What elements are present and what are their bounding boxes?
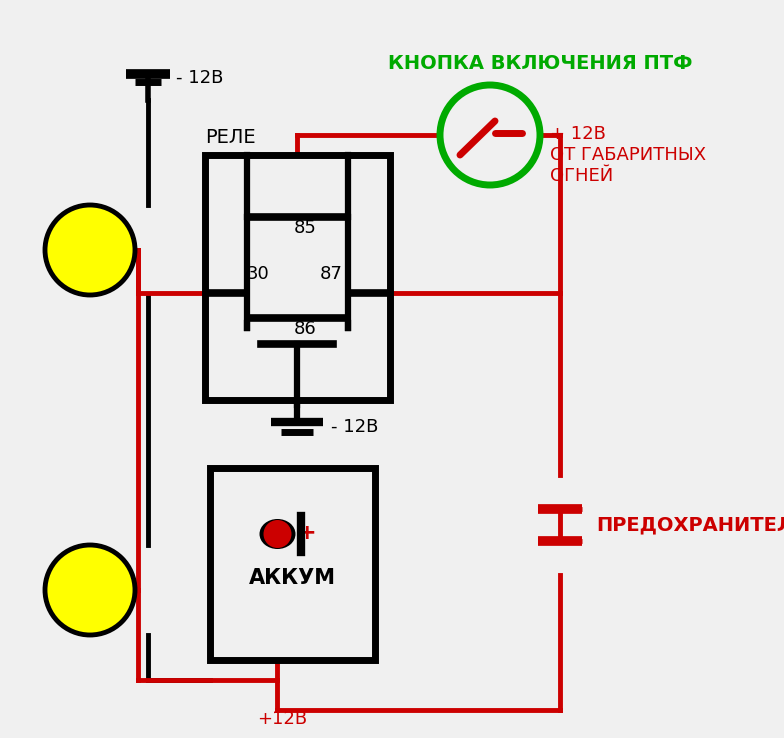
Text: 86: 86 (294, 320, 317, 338)
Text: - 12В: - 12В (176, 69, 223, 87)
Text: - 12В: - 12В (332, 418, 379, 436)
Text: 87: 87 (320, 265, 343, 283)
Text: +: + (297, 523, 316, 543)
Ellipse shape (260, 519, 296, 549)
Circle shape (45, 545, 135, 635)
Text: + 12В
ОТ ГАБАРИТНЫХ
ОГНЕЙ: + 12В ОТ ГАБАРИТНЫХ ОГНЕЙ (550, 125, 706, 184)
Text: РЕЛЕ: РЕЛЕ (205, 128, 256, 147)
Text: +12В: +12В (257, 710, 307, 728)
Bar (210, 468, 375, 660)
Text: ПРЕДОХРАНИТЕЛЬ: ПРЕДОХРАНИТЕЛЬ (596, 516, 784, 534)
Text: АККУМ: АККУМ (249, 568, 336, 588)
Text: ПТФ: ПТФ (66, 241, 114, 260)
Circle shape (45, 205, 135, 295)
Bar (205, 155, 390, 400)
Text: 85: 85 (294, 219, 317, 237)
Circle shape (263, 520, 292, 548)
Text: КНОПКА ВКЛЮЧЕНИЯ ПТФ: КНОПКА ВКЛЮЧЕНИЯ ПТФ (388, 54, 692, 73)
Text: ПТФ: ПТФ (66, 581, 114, 599)
Text: 30: 30 (247, 265, 270, 283)
Circle shape (440, 85, 540, 185)
